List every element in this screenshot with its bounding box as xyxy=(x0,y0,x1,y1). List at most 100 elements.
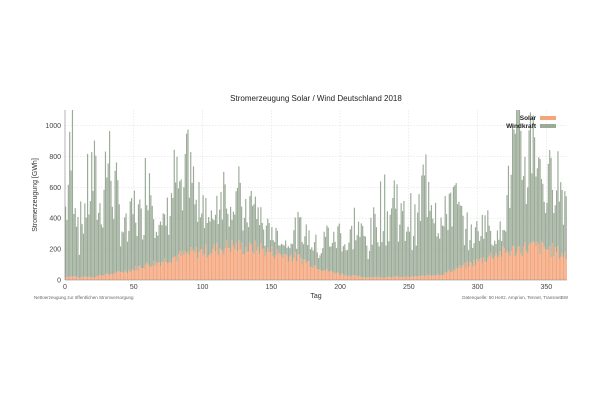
bar-windkraft xyxy=(346,250,349,277)
bar-windkraft xyxy=(419,220,422,277)
bar-solar xyxy=(291,261,294,280)
bar-solar xyxy=(544,249,547,280)
bar-windkraft xyxy=(164,214,166,259)
x-tick-label: 100 xyxy=(197,284,209,291)
bar-solar xyxy=(351,275,353,280)
bar-solar xyxy=(509,256,511,280)
bar-solar xyxy=(513,245,515,280)
bar-solar xyxy=(113,273,115,280)
bar-solar xyxy=(423,275,426,280)
bar-solar xyxy=(199,249,201,280)
bar-windkraft xyxy=(459,205,461,265)
bar-solar xyxy=(407,276,409,280)
bar-solar xyxy=(408,277,411,280)
bar-solar xyxy=(436,275,438,280)
bar-windkraft xyxy=(351,225,353,276)
bar-solar xyxy=(404,277,406,280)
bar-windkraft xyxy=(216,195,218,243)
bar-solar xyxy=(191,251,193,280)
bar-windkraft xyxy=(447,229,449,272)
bar-solar xyxy=(268,252,270,280)
bar-solar xyxy=(140,267,142,280)
bar-solar xyxy=(230,252,232,280)
bar-windkraft xyxy=(359,236,361,277)
bar-windkraft xyxy=(136,236,138,271)
bar-windkraft xyxy=(77,217,79,278)
bar-solar xyxy=(554,247,556,280)
bar-solar xyxy=(254,240,256,280)
bar-solar xyxy=(400,277,402,280)
bar-windkraft xyxy=(403,200,405,277)
bar-windkraft xyxy=(203,227,206,254)
bar-solar xyxy=(432,275,434,280)
bar-windkraft xyxy=(341,251,343,274)
bar-windkraft xyxy=(318,257,320,270)
bar-solar xyxy=(465,268,467,280)
bar-windkraft xyxy=(278,245,280,254)
bar-solar xyxy=(296,261,298,280)
x-axis-title: Tag xyxy=(310,293,321,300)
bar-solar xyxy=(96,276,98,280)
bar-solar xyxy=(148,265,151,280)
bar-windkraft xyxy=(478,240,481,260)
bar-solar xyxy=(429,275,431,280)
bar-windkraft xyxy=(265,225,267,253)
bar-solar xyxy=(95,276,97,280)
bar-solar xyxy=(440,275,442,280)
bar-solar xyxy=(212,248,214,280)
bar-windkraft xyxy=(137,204,140,267)
bar-windkraft xyxy=(143,235,145,269)
bar-windkraft xyxy=(289,248,291,257)
bar-solar xyxy=(489,252,492,280)
bar-solar xyxy=(246,252,248,280)
bar-windkraft xyxy=(236,187,239,252)
bar-solar xyxy=(250,244,252,280)
bar-solar xyxy=(555,252,558,280)
bar-windkraft xyxy=(260,207,262,244)
bar-solar xyxy=(188,254,190,280)
bar-solar xyxy=(386,277,388,280)
bar-solar xyxy=(390,277,393,280)
bar-windkraft xyxy=(355,240,357,276)
bar-solar xyxy=(220,249,222,280)
bar-windkraft xyxy=(308,230,310,262)
bar-windkraft xyxy=(74,208,76,277)
bar-solar xyxy=(111,274,113,280)
bar-windkraft xyxy=(157,235,159,264)
bar-solar xyxy=(77,277,79,280)
bar-solar xyxy=(302,259,305,280)
bar-solar xyxy=(500,256,503,280)
bar-solar xyxy=(249,242,251,280)
bar-windkraft xyxy=(78,254,80,279)
bar-solar xyxy=(194,252,196,280)
bar-solar xyxy=(403,276,405,280)
bar-solar xyxy=(540,241,543,280)
bar-windkraft xyxy=(85,217,87,277)
bar-solar xyxy=(210,253,212,280)
bar-solar xyxy=(143,268,145,280)
bar-windkraft xyxy=(69,131,71,278)
bar-solar xyxy=(514,256,516,280)
bar-solar xyxy=(81,277,83,280)
bar-windkraft xyxy=(209,221,211,255)
bar-windkraft xyxy=(258,225,261,255)
bar-windkraft xyxy=(451,226,453,273)
bar-solar xyxy=(69,277,71,280)
bar-solar xyxy=(455,267,457,280)
bar-windkraft xyxy=(192,166,195,250)
bar-windkraft xyxy=(389,214,391,278)
bar-solar xyxy=(173,256,175,280)
bar-solar xyxy=(241,242,243,280)
bar-windkraft xyxy=(132,214,134,270)
bar-windkraft xyxy=(461,205,463,268)
bar-windkraft xyxy=(285,240,287,255)
bar-solar xyxy=(315,265,317,280)
bar-solar xyxy=(474,265,477,280)
bar-solar xyxy=(520,253,522,280)
bar-windkraft xyxy=(551,189,554,244)
bar-windkraft xyxy=(353,207,355,276)
bar-solar xyxy=(234,249,236,280)
bar-solar xyxy=(280,254,283,280)
bar-solar xyxy=(109,274,111,280)
bar-windkraft xyxy=(301,241,303,265)
